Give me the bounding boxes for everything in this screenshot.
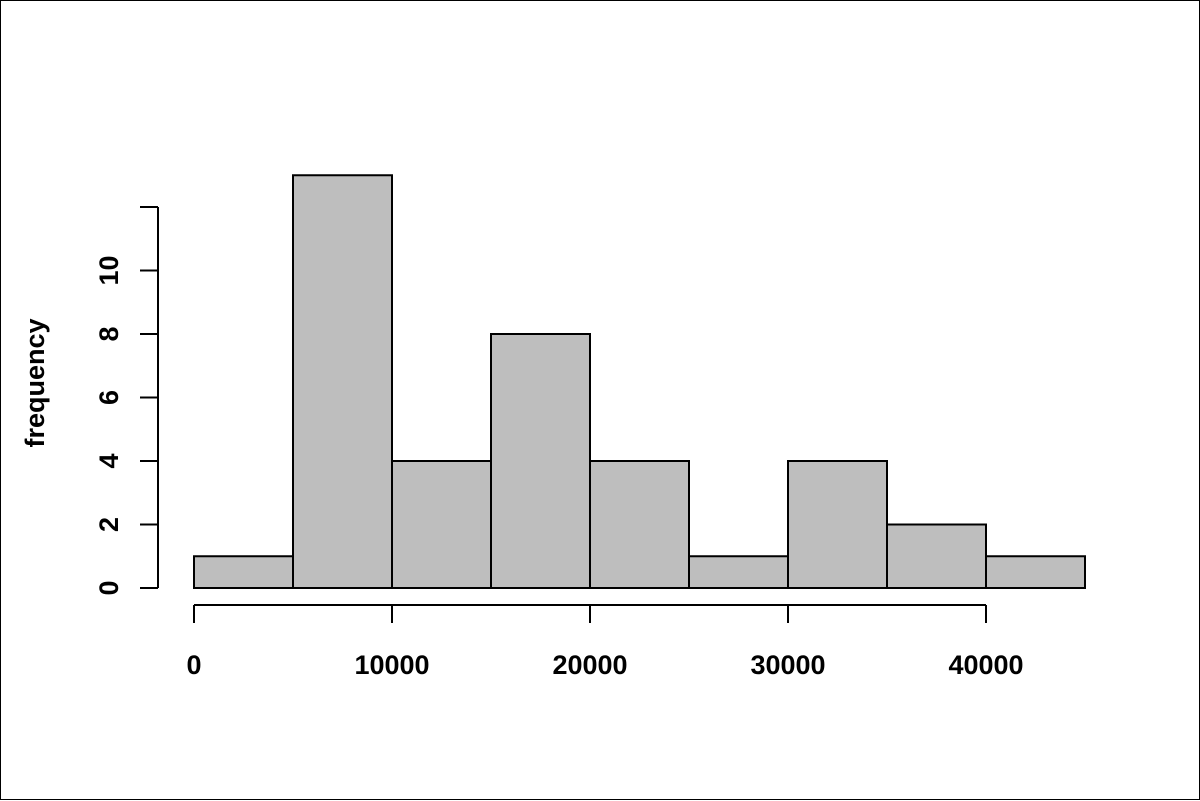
histogram-bar-2: [391, 460, 492, 589]
histogram-bar-6: [787, 460, 888, 589]
x-axis: 0 10000 20000 30000 40000: [186, 604, 1024, 680]
y-axis-title: frequency: [20, 318, 50, 447]
histogram-bar-7: [886, 523, 987, 589]
x-tick-label: 10000: [354, 650, 429, 680]
histogram-bar-5: [688, 555, 789, 589]
y-axis: 0 2 4 6 8 10: [94, 206, 159, 596]
y-tick-label: 6: [94, 390, 124, 405]
histogram-bar-8: [985, 555, 1086, 589]
x-tick-label: 40000: [948, 650, 1023, 680]
histogram-bar-1: [292, 174, 393, 589]
histogram-bar-4: [589, 460, 690, 589]
x-tick-label: 30000: [750, 650, 825, 680]
y-tick-label: 0: [94, 580, 124, 595]
y-tick-label: 2: [94, 517, 124, 532]
histogram-bar-0: [193, 555, 294, 589]
y-tick-label: 8: [94, 326, 124, 341]
y-tick-label: 4: [94, 453, 124, 468]
histogram-bar-3: [490, 333, 591, 589]
y-tick-label: 10: [94, 255, 124, 285]
x-tick-label: 0: [186, 650, 201, 680]
bars-group: [193, 174, 1086, 589]
x-tick-label: 20000: [552, 650, 627, 680]
